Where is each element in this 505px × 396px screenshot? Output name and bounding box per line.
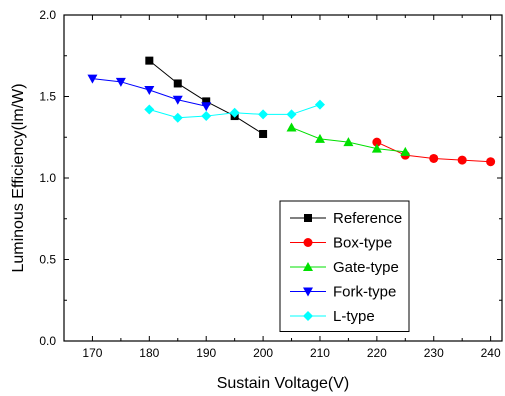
y-tick-label: 0.5 — [39, 253, 56, 267]
data-point-l-type — [172, 112, 183, 123]
legend-box — [279, 200, 410, 332]
series-box-type — [372, 137, 496, 167]
legend-label: Gate-type — [333, 259, 399, 276]
data-point-reference — [145, 56, 154, 65]
data-point-l-type — [201, 111, 212, 122]
legend-marker — [303, 287, 313, 297]
legend-marker — [304, 214, 312, 222]
data-point-l-type — [229, 107, 240, 118]
legend-marker — [303, 262, 313, 271]
legend-item-gate-type: Gate-type — [290, 259, 399, 276]
legend-item-reference: Reference — [290, 210, 402, 227]
y-axis: 0.0 0.5 1.0 1.5 2.0 — [39, 8, 502, 348]
series-layer — [87, 56, 496, 167]
data-point-l-type — [258, 109, 269, 120]
y-tick-label: 1.0 — [39, 171, 56, 185]
data-point-fork-type — [172, 95, 183, 105]
data-point-gate-type — [286, 122, 297, 132]
legend-item-l-type: L-type — [290, 308, 375, 325]
data-point-box-type — [429, 153, 439, 163]
data-point-fork-type — [201, 102, 212, 112]
legend-marker — [303, 238, 313, 247]
legend-label: L-type — [333, 308, 375, 325]
data-point-reference — [202, 97, 211, 106]
data-point-fork-type — [87, 74, 98, 84]
x-tick-label: 210 — [310, 346, 330, 360]
legend-item-box-type: Box-type — [290, 235, 392, 252]
data-point-l-type — [314, 99, 325, 110]
y-axis-title: Luminous Efficiency(lm/W) — [10, 83, 27, 272]
data-point-gate-type — [371, 143, 382, 153]
legend-item-fork-type: Fork-type — [290, 284, 396, 301]
data-point-reference — [173, 79, 182, 88]
legend-label: Reference — [333, 210, 402, 227]
legend-label: Fork-type — [333, 284, 396, 301]
data-point-l-type — [144, 104, 155, 115]
data-point-box-type — [486, 157, 496, 167]
data-point-l-type — [286, 109, 297, 120]
legend: Reference Box-type Gate-type Fork-type L-typ… — [279, 200, 410, 332]
series-gate-type — [286, 122, 411, 156]
data-point-fork-type — [115, 77, 126, 87]
data-point-box-type — [457, 155, 467, 165]
x-tick-label: 180 — [139, 346, 159, 360]
x-tick-label: 200 — [253, 346, 273, 360]
y-tick-label: 0.0 — [39, 334, 56, 348]
series-fork-type — [87, 74, 212, 112]
x-tick-label: 170 — [82, 346, 102, 360]
data-point-box-type — [372, 137, 382, 147]
x-tick-label: 240 — [481, 346, 501, 360]
x-tick-label: 230 — [424, 346, 444, 360]
legend-marker — [303, 311, 313, 321]
legend-label: Box-type — [333, 235, 392, 252]
y-tick-label: 1.5 — [39, 90, 56, 104]
x-axis: 170 180 190 200 210 220 230 240 — [82, 15, 501, 360]
series-l-type — [144, 99, 325, 123]
y-tick-label: 2.0 — [39, 8, 56, 22]
data-point-gate-type — [343, 137, 354, 147]
x-tick-label: 220 — [367, 346, 387, 360]
series-line-reference — [149, 60, 264, 135]
series-reference — [145, 56, 268, 138]
data-point-reference — [259, 129, 268, 138]
data-point-gate-type — [400, 146, 411, 156]
data-point-gate-type — [314, 133, 325, 143]
data-point-fork-type — [144, 85, 155, 95]
x-tick-label: 190 — [196, 346, 216, 360]
x-axis-title: Sustain Voltage(V) — [217, 375, 350, 392]
